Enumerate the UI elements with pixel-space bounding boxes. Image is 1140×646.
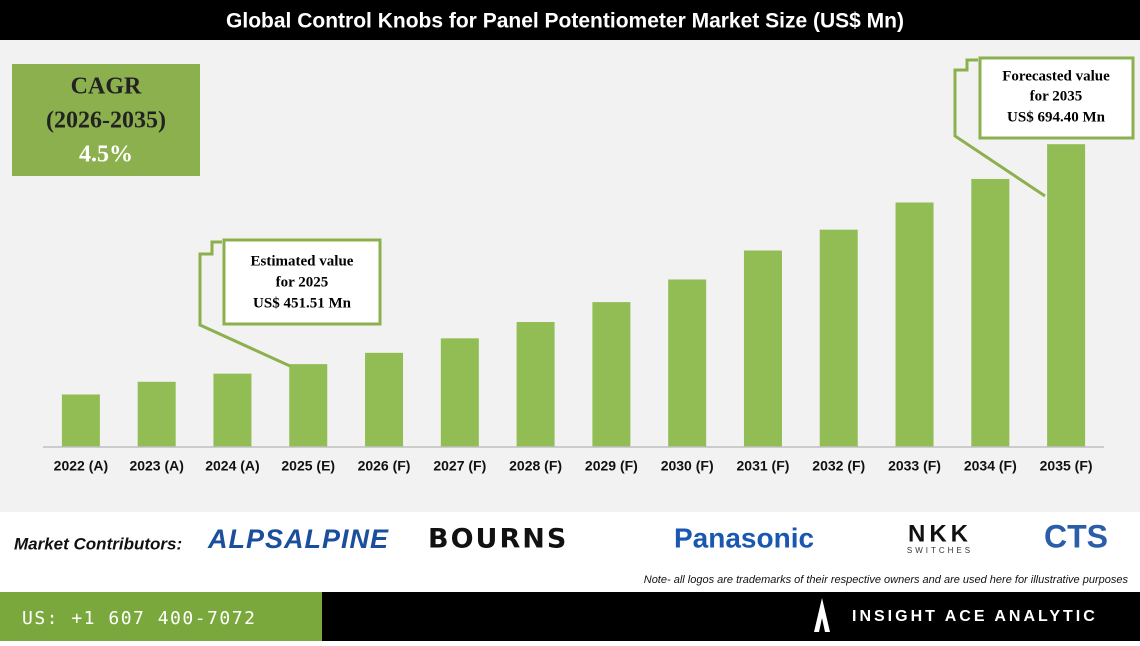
bar xyxy=(365,352,404,447)
logo: ALPSALPINE xyxy=(207,524,389,554)
annotation-text: Forecasted value xyxy=(1002,68,1110,84)
x-tick-label: 2022 (A) xyxy=(54,458,108,474)
bar xyxy=(592,302,631,447)
annotation-box xyxy=(222,238,382,326)
bar xyxy=(516,322,555,447)
title-bar xyxy=(0,0,1140,40)
callout-line xyxy=(953,58,1046,198)
logo: BOURNS xyxy=(428,524,568,555)
brand-icon xyxy=(814,598,830,632)
x-tick-label: 2035 (F) xyxy=(1040,458,1093,474)
annotation-text: Estimated value xyxy=(251,253,354,269)
bar xyxy=(137,381,176,447)
x-tick-label: 2028 (F) xyxy=(509,458,562,474)
logo: NKK xyxy=(908,520,972,547)
annotation-text: for 2025 xyxy=(276,274,329,290)
logo: CTS xyxy=(1044,518,1108,554)
chart-title: Global Control Knobs for Panel Potentiom… xyxy=(226,10,904,33)
x-tick-label: 2033 (F) xyxy=(888,458,941,474)
footer-phone: US: +1 607 400-7072 xyxy=(22,608,256,629)
x-tick-label: 2026 (F) xyxy=(358,458,411,474)
x-tick-label: 2025 (E) xyxy=(281,458,335,474)
note: Note- all logos are trademarks of their … xyxy=(644,574,1129,586)
bar xyxy=(819,229,858,447)
cagr-label: CAGR xyxy=(71,74,142,100)
x-tick-label: 2030 (F) xyxy=(661,458,714,474)
annotation-text: US$ 694.40 Mn xyxy=(1007,109,1106,125)
x-tick-label: 2024 (A) xyxy=(205,458,259,474)
footer-phone-box xyxy=(0,592,322,641)
bar xyxy=(440,338,479,447)
bar xyxy=(61,394,100,447)
annotation-box xyxy=(978,56,1135,140)
cagr-value: 4.5% xyxy=(79,142,133,168)
footer-brand-box xyxy=(322,592,1140,641)
bar xyxy=(668,279,707,447)
cagr-period: (2026-2035) xyxy=(46,108,166,134)
footer-brand: INSIGHT ACE ANALYTIC xyxy=(852,608,1098,625)
bar xyxy=(971,178,1010,447)
bar xyxy=(895,202,934,447)
cagr-box xyxy=(12,64,200,176)
annotation-text: for 2035 xyxy=(1030,88,1083,104)
logo: SWITCHES xyxy=(907,546,973,555)
contributors-label: Market Contributors: xyxy=(14,534,182,553)
x-tick-label: 2034 (F) xyxy=(964,458,1017,474)
x-tick-label: 2023 (A) xyxy=(129,458,183,474)
bar xyxy=(213,373,252,447)
logo: Panasonic xyxy=(674,522,814,553)
bar xyxy=(1047,144,1086,447)
annotation-text: US$ 451.51 Mn xyxy=(253,295,352,311)
bar xyxy=(743,250,782,447)
bar xyxy=(289,364,328,447)
x-tick-label: 2029 (F) xyxy=(585,458,638,474)
x-tick-label: 2031 (F) xyxy=(737,458,790,474)
x-tick-label: 2027 (F) xyxy=(433,458,486,474)
x-tick-label: 2032 (F) xyxy=(812,458,865,474)
callout-line xyxy=(198,240,291,368)
